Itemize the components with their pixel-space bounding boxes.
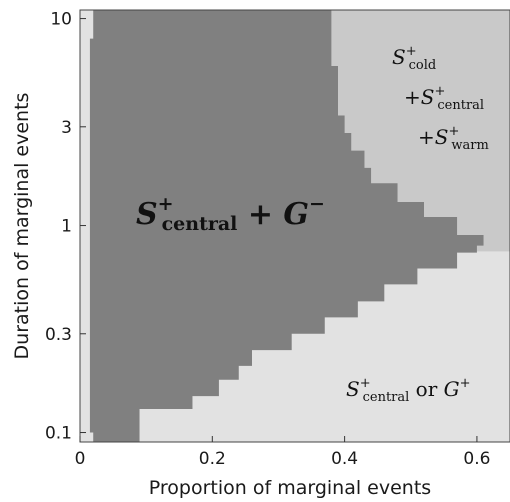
region-central-plus-g-minus <box>89 10 484 442</box>
region-b2-symbol: +S <box>404 85 434 109</box>
region-a-sup: + <box>158 193 174 215</box>
region-b2-sub: central <box>437 98 484 113</box>
region-c-sup: + <box>360 376 371 391</box>
region-b1-symbol: S <box>392 45 406 69</box>
x-tick-label: 0 <box>75 449 86 469</box>
x-tick-label: 0.6 <box>463 449 490 469</box>
y-tick-label: 1 <box>61 217 72 237</box>
region-c-g-sup: + <box>460 376 471 391</box>
region-label-cold-line: S+ cold <box>392 44 436 73</box>
y-tick-label: 3 <box>61 118 72 138</box>
region-c-rest: or <box>409 377 443 401</box>
x-tick-label: 0.4 <box>331 449 358 469</box>
y-tick-label: 0.3 <box>45 325 72 345</box>
region-c-g: G <box>444 377 460 401</box>
region-a-symbol: S <box>136 197 158 232</box>
region-label-central-line: +S+ central <box>404 84 484 113</box>
x-axis-ticks: 0 0.2 0.4 0.6 <box>75 436 490 469</box>
x-axis-title: Proportion of marginal events <box>149 477 431 499</box>
region-b3-sub: warm <box>451 138 488 153</box>
region-b1-sup: + <box>406 44 417 59</box>
region-b1-sub: cold <box>409 58 437 73</box>
region-a-sub: central <box>162 213 238 235</box>
y-axis-ticks: 0.1 0.3 1 3 10 <box>45 10 86 444</box>
region-label-central-plus-g-minus: S+ central + G− <box>136 193 325 235</box>
region-c-symbol: S <box>346 377 360 401</box>
region-b3-sup: + <box>448 124 459 139</box>
region-b2-sup: + <box>434 84 445 99</box>
region-a-rest-sup: − <box>309 193 325 215</box>
region-label-central-or-g-plus: S+ central or G+ <box>346 376 471 405</box>
y-tick-label: 10 <box>50 10 72 30</box>
region-c-sub: central <box>363 390 410 405</box>
y-axis-title: Duration of marginal events <box>11 93 33 360</box>
x-tick-label: 0.2 <box>199 449 226 469</box>
region-b3-symbol: +S <box>418 125 448 149</box>
plot-area <box>80 10 510 442</box>
region-label-warm-line: +S+ warm <box>418 124 489 153</box>
y-tick-label: 0.1 <box>45 424 72 444</box>
region-a-rest: + G <box>237 197 309 232</box>
